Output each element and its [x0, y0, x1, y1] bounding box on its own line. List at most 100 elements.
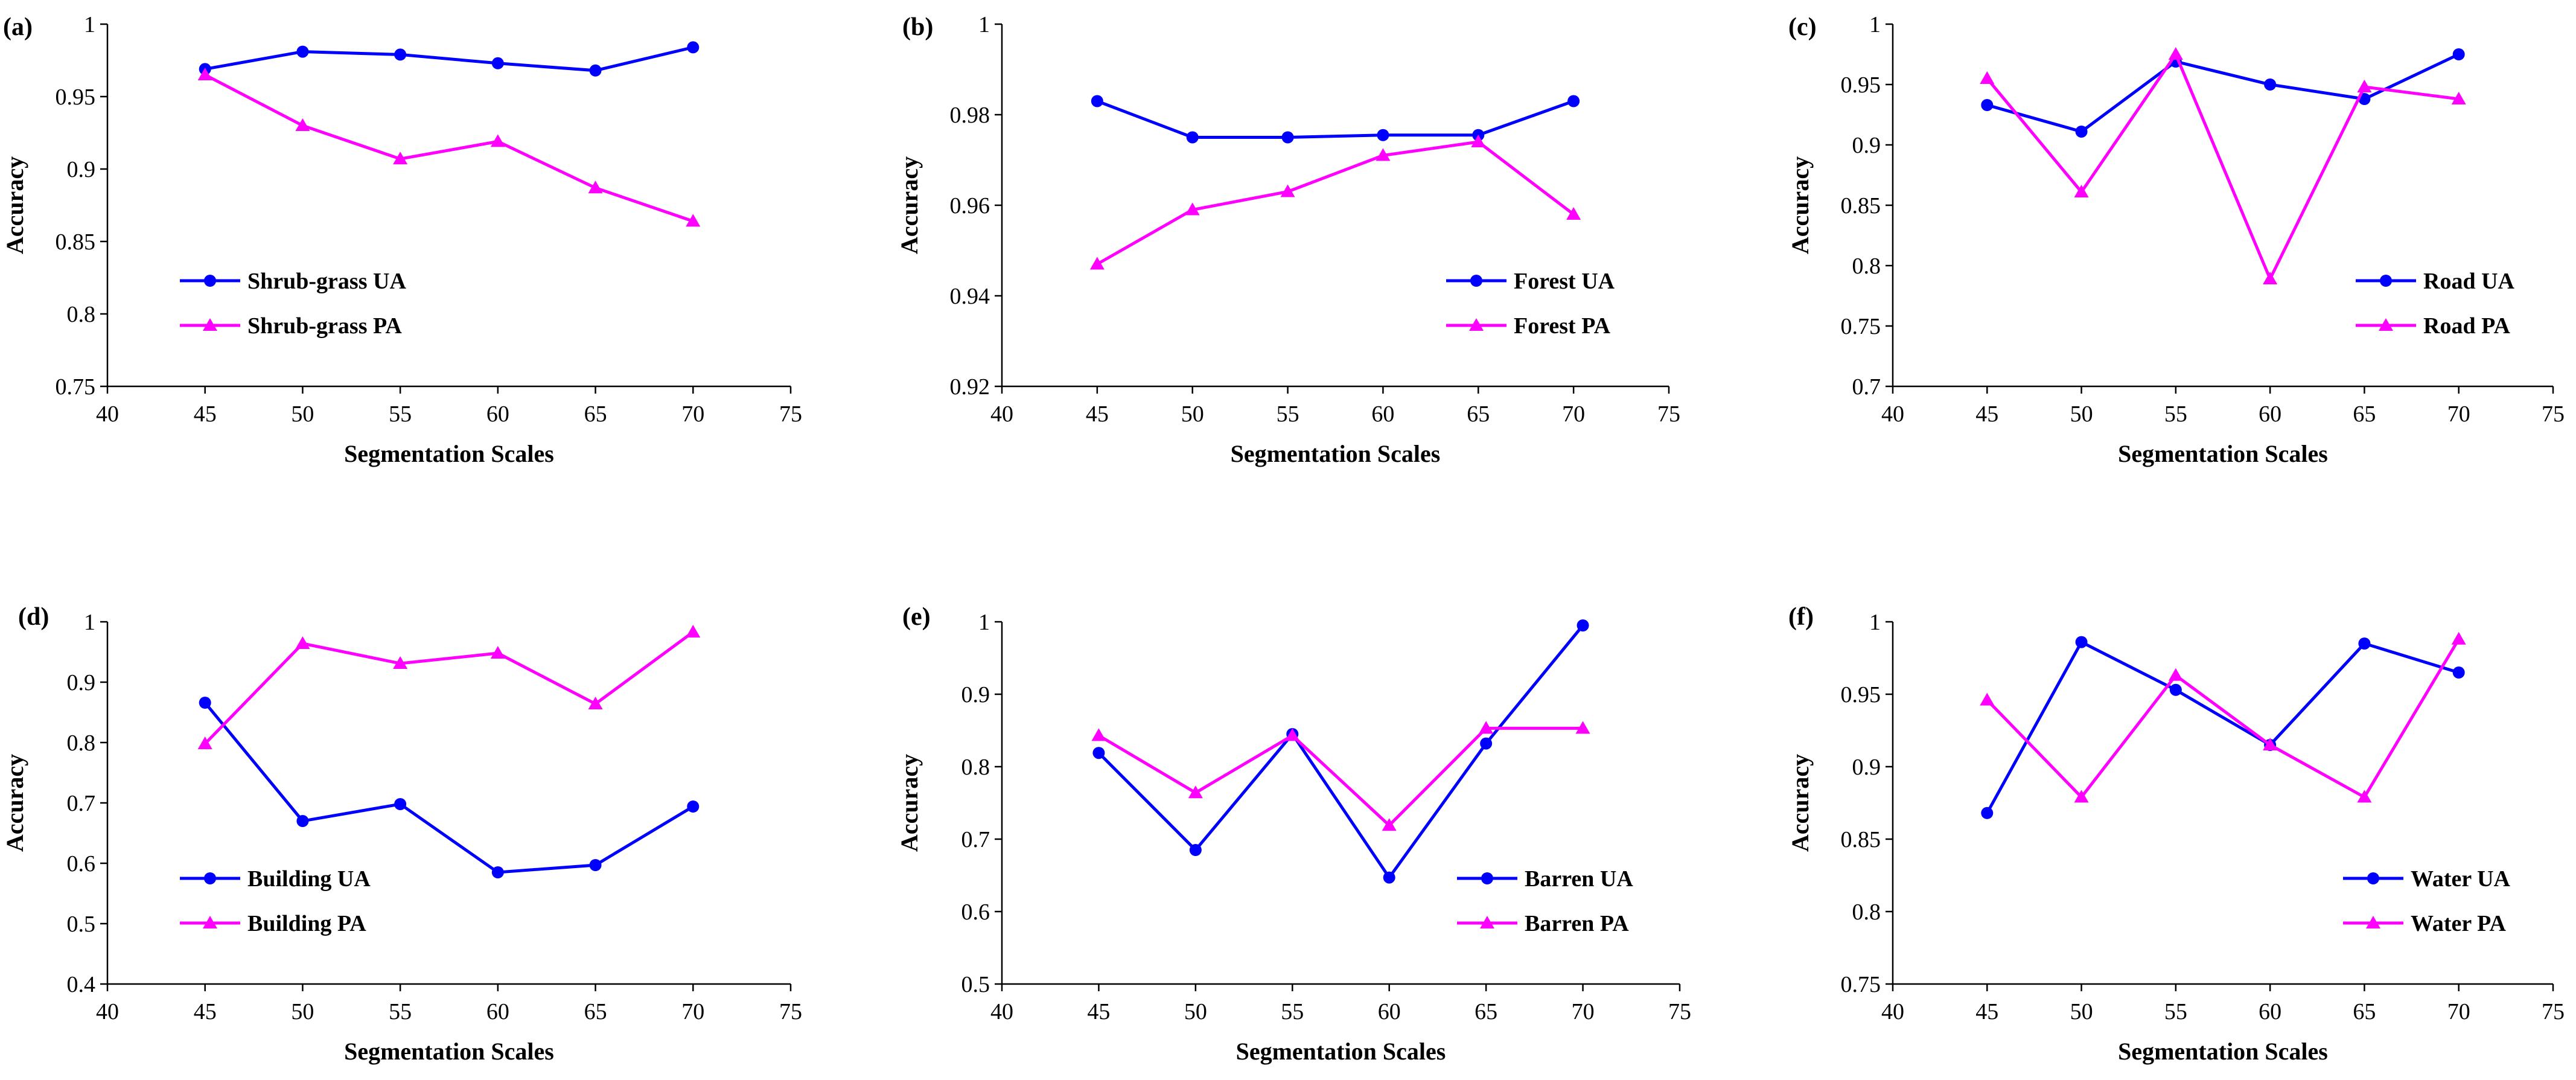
data-point [687, 41, 700, 54]
legend-marker [204, 275, 216, 287]
data-point [2451, 92, 2466, 104]
x-axis-title: Segmentation Scales [1231, 440, 1441, 467]
x-tick-label: 75 [779, 999, 802, 1024]
x-tick-label: 75 [2542, 401, 2565, 427]
data-point [1188, 785, 1203, 799]
x-tick-label: 65 [1475, 999, 1497, 1024]
data-point [2263, 272, 2278, 284]
series-line-water-pa [1986, 638, 2460, 800]
y-tick-label: 0.85 [1841, 827, 1881, 852]
series-line-forest-pa [1096, 140, 1575, 266]
legend-marker [204, 872, 216, 884]
x-tick-label: 50 [1181, 401, 1204, 427]
legend-label: Building PA [247, 911, 366, 936]
chart-panel-f: (f) 0.75 0.8 0.85 0.9 0.95 1 40 45 50 55 60 65 70 75 Se… [1787, 603, 2565, 1065]
x-tick-label: 60 [2259, 401, 2281, 427]
data-point [1377, 129, 1389, 141]
x-tick-label: 65 [2353, 999, 2376, 1024]
x-tick-label: 50 [291, 999, 314, 1024]
y-tick-label: 0.6 [67, 851, 96, 877]
x-tick-label: 70 [2447, 401, 2470, 427]
data-point [1981, 807, 1994, 819]
y-tick-label: 0.9 [1852, 133, 1881, 158]
x-tick-label: 60 [1371, 401, 1394, 427]
legend: Barren UA Barren PA [1457, 866, 1633, 936]
data-point [1566, 207, 1581, 220]
legend-marker [2380, 275, 2392, 287]
data-point [588, 697, 603, 709]
x-axis-title: Segmentation Scales [1236, 1038, 1446, 1065]
legend-marker [2379, 318, 2393, 331]
data-point [686, 625, 701, 637]
x-tick-label: 60 [2259, 999, 2281, 1024]
series-line-road-pa [1986, 51, 2460, 283]
y-tick-label: 1 [1869, 610, 1881, 635]
x-tick-label: 60 [486, 999, 509, 1024]
x-tick-label: 50 [2070, 999, 2093, 1024]
series-line-building-ua [203, 701, 694, 874]
data-point [1382, 818, 1397, 831]
legend: Forest UA Forest PA [1446, 269, 1615, 339]
y-axis-title: Accuracy [1, 754, 28, 852]
data-point [394, 48, 407, 61]
y-tick-label: 0.75 [1841, 972, 1881, 997]
x-tick-label: 55 [2164, 401, 2187, 427]
x-tick-label: 60 [486, 401, 509, 427]
data-point [1089, 257, 1105, 270]
x-tick-label: 55 [2164, 999, 2187, 1024]
panel-label: (c) [1788, 13, 1817, 41]
y-tick-label: 0.6 [961, 899, 990, 925]
x-tick-label: 70 [681, 999, 704, 1024]
data-point [1480, 737, 1493, 750]
y-axis-title: Accuracy [1787, 754, 1814, 852]
x-tick-label: 40 [990, 401, 1013, 427]
legend-marker [2367, 872, 2379, 884]
legend-marker [1469, 318, 1484, 331]
x-tick-label: 55 [1277, 401, 1299, 427]
x-tick-label: 50 [2070, 401, 2093, 427]
x-tick-label: 40 [96, 401, 119, 427]
x-tick-label: 55 [389, 999, 412, 1024]
x-axis-title: Segmentation Scales [2118, 1038, 2328, 1065]
legend: Road UA Road PA [2356, 269, 2515, 339]
data-point [2075, 126, 2088, 138]
legend-label: Forest PA [1514, 313, 1611, 339]
data-point [2358, 637, 2371, 650]
data-point [1471, 135, 1486, 147]
x-tick-label: 40 [1881, 999, 1904, 1024]
y-axis-title: Accuracy [896, 156, 923, 254]
x-tick-label: 65 [1467, 401, 1490, 427]
data-point [2451, 631, 2466, 645]
legend-label: Forest UA [1514, 269, 1615, 294]
data-point [1577, 619, 1589, 631]
series-line-shrub-grass-ua [205, 45, 693, 72]
y-tick-label: 0.5 [67, 912, 96, 937]
data-point [393, 656, 408, 669]
legend-label: Shrub-grass PA [247, 313, 402, 339]
series-line-building-pa [203, 630, 694, 745]
x-tick-label: 40 [96, 999, 119, 1024]
data-point [2264, 78, 2277, 91]
y-tick-label: 0.94 [950, 284, 990, 309]
x-tick-label: 75 [1657, 401, 1680, 427]
series-line-road-ua [1986, 53, 2460, 133]
x-tick-label: 45 [1975, 999, 1998, 1024]
y-tick-label: 0.8 [1852, 899, 1881, 925]
x-tick-label: 70 [1572, 999, 1595, 1024]
chart-panel-a: (a) 0.75 0.8 0.85 0.9 0.95 1 40 45 50 55 60 65 70 75 Se… [1, 12, 802, 467]
data-point [199, 697, 211, 709]
x-axis-title: Segmentation Scales [344, 440, 554, 467]
x-tick-label: 65 [584, 401, 607, 427]
legend-label: Shrub-grass UA [247, 269, 406, 294]
data-point [2357, 80, 2372, 92]
chart-panel-d: (d) 0.4 0.5 0.6 0.7 0.8 0.9 1 40 45 50 55 60 65 70 75 Se… [1, 603, 802, 1065]
x-tick-label: 70 [2447, 999, 2470, 1024]
series-line-shrub-grass-pa [204, 73, 694, 223]
data-point [197, 737, 212, 749]
data-point [1186, 131, 1199, 144]
data-point [1980, 71, 1995, 84]
data-point [1091, 728, 1106, 741]
data-point [490, 134, 505, 147]
data-point [295, 118, 310, 131]
data-point [491, 57, 504, 69]
